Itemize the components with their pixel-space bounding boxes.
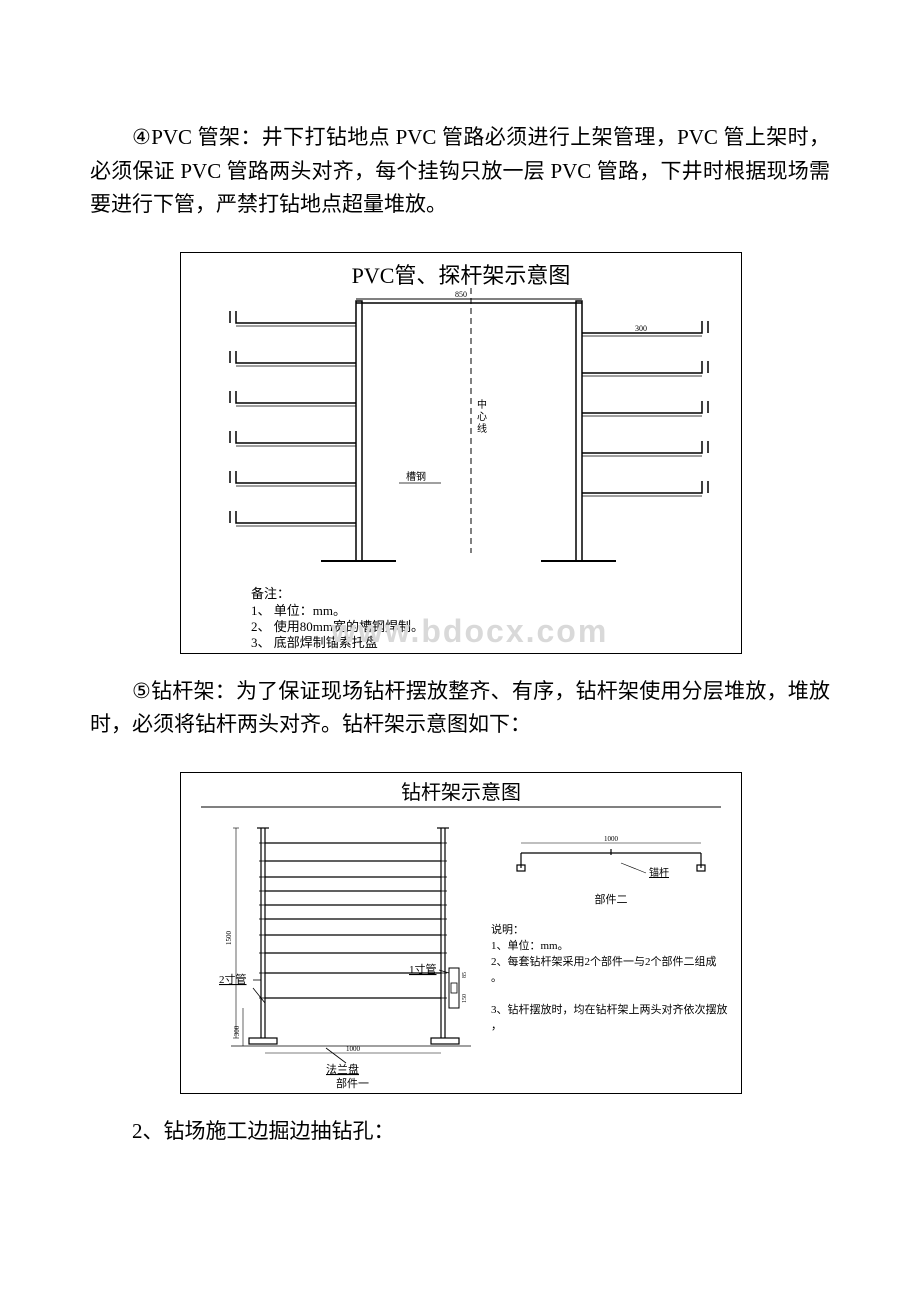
fig2-dim-150: 150 bbox=[462, 994, 468, 1003]
paragraph-section2: 2、钻场施工边掘边抽钻孔： bbox=[90, 1115, 830, 1149]
fig2-note1: 1、单位：mm。 bbox=[491, 938, 569, 952]
fig2-anchor: 锚杆 bbox=[649, 867, 669, 879]
figure-pvc-rack: PVC管、探杆架示意图 850 中心线 30 bbox=[180, 252, 742, 654]
fig2-part1: 部件一 bbox=[336, 1076, 369, 1090]
fig2-dim-1000b: 1000 bbox=[346, 1045, 361, 1053]
fig1-note1: 1、 单位：mm。 bbox=[251, 603, 346, 618]
pvc-rack-svg: PVC管、探杆架示意图 850 中心线 30 bbox=[181, 253, 741, 653]
fig2-part2: 部件二 bbox=[595, 892, 628, 906]
fig2-dim-300: 300 bbox=[233, 1025, 241, 1036]
fig2-notes-title: 说明： bbox=[491, 922, 524, 936]
fig2-note3-a: 3、钻杆摆放时，均在钻杆架上两头对齐依次摆放， bbox=[491, 1002, 728, 1032]
fig2-title: 钻杆架示意图 bbox=[401, 781, 521, 804]
fig2-dim-1500: 1500 bbox=[225, 930, 233, 945]
fig2-note2-a: 2、每套钻杆架采用2个部件一与2个部件二组成。 bbox=[491, 954, 717, 984]
fig1-dim-top: 850 bbox=[455, 290, 467, 299]
fig1-center-label: 中心线 bbox=[477, 398, 487, 435]
paragraph-4: ④PVC 管架：井下打钻地点 PVC 管路必须进行上架管理，PVC 管上架时，必… bbox=[90, 121, 830, 222]
fig2-dim-1000a: 1000 bbox=[604, 835, 619, 843]
fig1-notes-title: 备注： bbox=[251, 586, 290, 601]
paragraph-5: ⑤钻杆架：为了保证现场钻杆摆放整齐、有序，钻杆架使用分层堆放，堆放时，必须将钻杆… bbox=[90, 675, 830, 742]
para1-text: PVC 管架：井下打钻地点 PVC 管路必须进行上架管理，PVC 管上架时，必须… bbox=[90, 125, 830, 216]
circled-4: ④ bbox=[132, 126, 151, 149]
fig2-1cun: 1寸管 bbox=[409, 962, 437, 976]
fig1-note2: 2、 使用80mm宽的槽钢焊制。 bbox=[251, 619, 424, 634]
document-page: ④PVC 管架：井下打钻地点 PVC 管路必须进行上架管理，PVC 管上架时，必… bbox=[0, 0, 920, 1239]
fig2-flange: 法兰盘 bbox=[326, 1062, 359, 1076]
figure-drill-rack: 钻杆架示意图 bbox=[180, 772, 742, 1094]
fig1-channel-label: 槽钢 bbox=[406, 470, 426, 483]
fig1-title: PVC管、探杆架示意图 bbox=[352, 263, 571, 288]
fig1-dim-300: 300 bbox=[635, 324, 647, 333]
drill-rack-svg: 钻杆架示意图 bbox=[181, 773, 741, 1093]
para2-text: 钻杆架：为了保证现场钻杆摆放整齐、有序，钻杆架使用分层堆放，堆放时，必须将钻杆两… bbox=[90, 679, 830, 737]
fig1-note3: 3、 底部焊制锚索托盘 bbox=[251, 635, 378, 650]
para3-text: 2、钻场施工边掘边抽钻孔： bbox=[132, 1119, 395, 1143]
fig2-dim-85: 85 bbox=[462, 972, 468, 978]
circled-5: ⑤ bbox=[132, 680, 151, 703]
fig2-2cun: 2寸管 bbox=[219, 972, 247, 986]
